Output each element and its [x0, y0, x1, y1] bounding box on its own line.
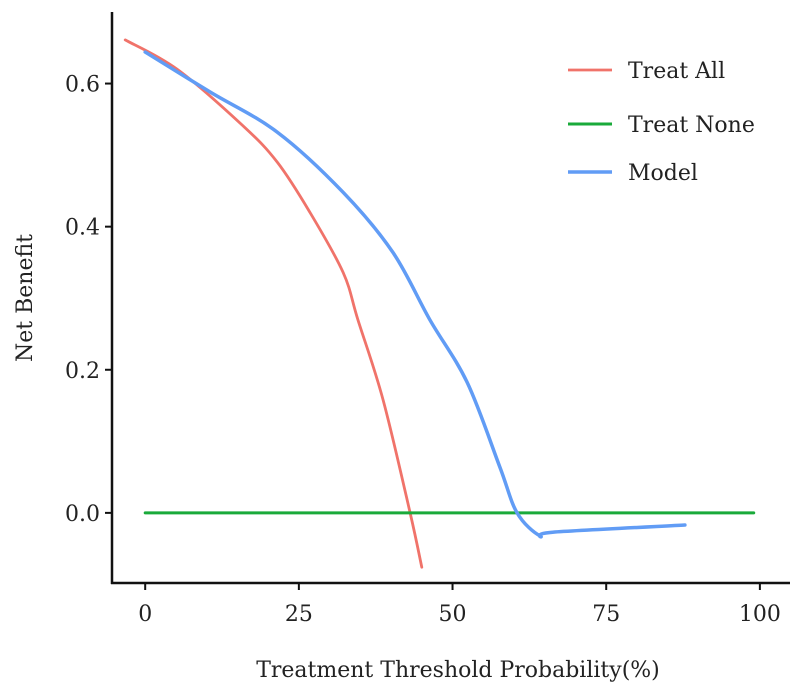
- y-tick-label: 0.6: [65, 73, 100, 98]
- series-line-model: [143, 50, 687, 539]
- legend-label: Treat None: [628, 113, 755, 138]
- y-tick-label: 0.2: [65, 359, 100, 384]
- y-tick-label: 0.4: [65, 216, 100, 241]
- y-axis-label: Net Benefit: [13, 234, 38, 362]
- y-tick-label: 0.0: [65, 502, 100, 527]
- legend: Treat All Treat None Model: [568, 59, 755, 186]
- series-line-treat-all: [123, 38, 424, 569]
- x-tick-label: 0: [138, 602, 152, 627]
- series-lines: [123, 38, 756, 569]
- legend-label: Model: [628, 161, 698, 186]
- legend-label: Treat All: [628, 59, 725, 84]
- x-tick-label: 75: [592, 602, 620, 627]
- x-tick-label: 50: [439, 602, 467, 627]
- x-tick-label: 100: [739, 602, 781, 627]
- x-axis-label: Treatment Threshold Probability(%): [256, 658, 660, 683]
- axes: 0 25 50 75 100 0.0 0.2 0.4 0.6: [65, 12, 790, 627]
- x-tick-label: 25: [285, 602, 313, 627]
